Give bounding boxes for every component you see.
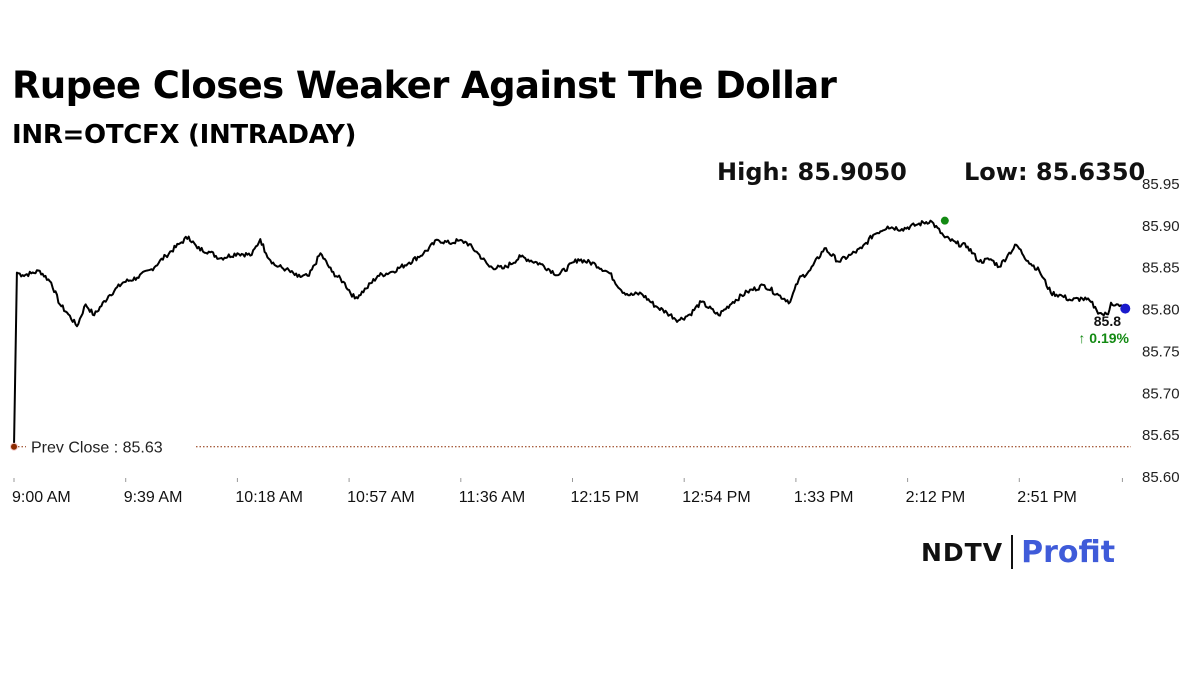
y-tick-label: 85.75	[1142, 343, 1180, 360]
day-high-marker	[940, 216, 949, 225]
price-series-line	[13, 219, 1127, 447]
chart-title: Rupee Closes Weaker Against The Dollar	[12, 64, 837, 107]
change-percent-label: ↑ 0.19%	[1078, 330, 1129, 346]
y-tick-label: 85.65	[1142, 427, 1180, 444]
x-tick-label: 12:15 PM	[571, 489, 639, 506]
y-tick-label: 85.90	[1142, 218, 1180, 235]
prev-close-marker	[11, 443, 17, 450]
logo-ndtv-text: NDTV	[921, 537, 1004, 567]
y-tick-label: 85.85	[1142, 260, 1180, 277]
chart-subtitle: INR=OTCFX (INTRADAY)	[12, 120, 357, 150]
x-tick-label: 10:18 AM	[235, 489, 303, 506]
x-tick-label: 11:36 AM	[459, 489, 525, 506]
last-price-label: 85.8	[1094, 313, 1121, 329]
x-tick-label: 9:00 AM	[12, 489, 71, 506]
prev-close-label: Prev Close : 85.63	[31, 440, 163, 457]
logo-separator	[1011, 535, 1014, 569]
y-tick-label: 85.60	[1142, 469, 1180, 486]
y-tick-label: 85.80	[1142, 302, 1180, 319]
x-tick-label: 2:12 PM	[906, 489, 966, 506]
day-low-label: Low: 85.6350	[964, 158, 1146, 186]
x-tick-label: 10:57 AM	[347, 489, 415, 506]
logo-profit-text: Profit	[1021, 534, 1116, 570]
x-tick-label: 12:54 PM	[682, 489, 750, 506]
y-tick-label: 85.95	[1142, 176, 1180, 193]
ndtv-profit-logo: NDTV Profit	[921, 532, 1115, 572]
last-price-marker	[1120, 303, 1131, 314]
y-tick-label: 85.70	[1142, 385, 1180, 402]
x-tick-label: 2:51 PM	[1017, 489, 1077, 506]
x-tick-label: 1:33 PM	[794, 489, 854, 506]
day-high-label: High: 85.9050	[717, 158, 907, 186]
x-tick-label: 9:39 AM	[124, 489, 183, 506]
